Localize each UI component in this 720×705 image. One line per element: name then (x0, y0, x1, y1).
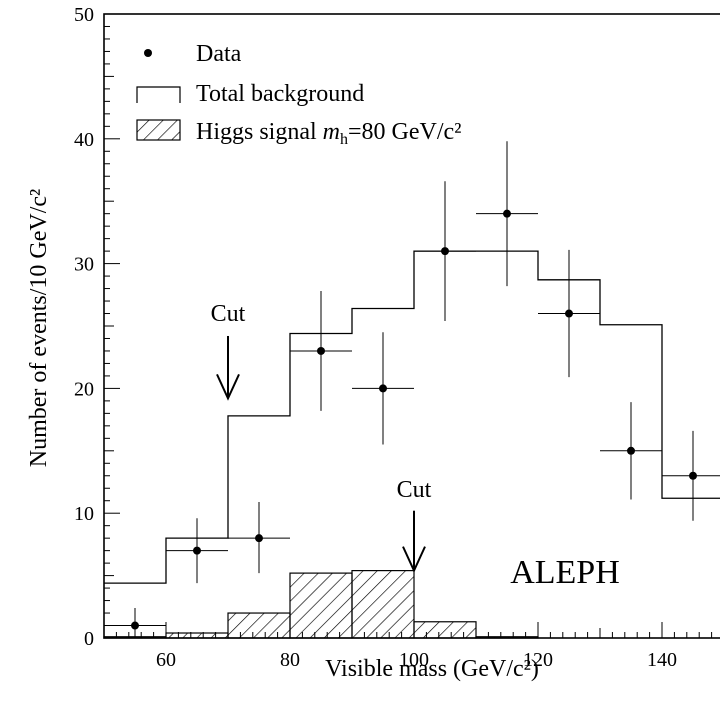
data-point (627, 446, 635, 455)
cut-label: Cut (397, 477, 432, 503)
x-tick-label: 100 (399, 649, 429, 671)
signal-bar (475, 636, 539, 639)
legend-signal-label: Higgs signal mh=80 GeV/c² (196, 119, 461, 148)
signal-bar (227, 612, 291, 639)
background-step-line (104, 250, 720, 584)
y-axis-title: Number of events/10 GeV/c² (26, 189, 52, 467)
signal-bar (351, 570, 415, 639)
y-tick-label: 40 (74, 129, 94, 151)
data-point (689, 471, 697, 480)
legend: Data Total background Higgs signal mh=80… (136, 41, 461, 148)
y-tick-label: 20 (74, 378, 94, 400)
data-point (255, 534, 263, 543)
signal-bar (289, 572, 353, 639)
data-points (104, 141, 720, 637)
plot-frame (103, 13, 720, 639)
legend-background-symbol (136, 86, 181, 103)
cut-label: Cut (211, 301, 246, 327)
y-tick-label: 0 (84, 628, 94, 650)
legend-data-marker (144, 49, 152, 57)
y-tick-label: 50 (74, 4, 94, 26)
cut-arrow-head (216, 373, 240, 401)
data-point (379, 384, 387, 393)
experiment-label: ALEPH (510, 554, 620, 591)
axes: 60 80 100 120 140 0 10 20 30 40 50 (74, 4, 713, 671)
y-tick-label: 30 (74, 254, 94, 276)
legend-signal-symbol (136, 119, 181, 141)
data-point (441, 247, 449, 256)
signal-bar (165, 632, 229, 639)
signal-histogram (103, 570, 539, 639)
y-tick-label: 10 (74, 503, 94, 525)
x-axis-title: Visible mass (GeV/c²) (325, 656, 539, 682)
cut-annotations: Cut Cut (211, 301, 432, 574)
data-point (503, 209, 511, 218)
data-point (131, 621, 139, 630)
legend-data-label: Data (196, 41, 242, 67)
data-point (193, 546, 201, 555)
legend-background-label: Total background (196, 81, 364, 107)
background-histogram (104, 250, 720, 584)
cut-arrow-head (402, 546, 426, 574)
x-tick-label: 140 (647, 649, 677, 671)
data-point (317, 346, 325, 355)
signal-bar (413, 621, 477, 639)
x-tick-label: 120 (523, 649, 553, 671)
data-point (565, 309, 573, 318)
x-tick-label: 80 (280, 649, 300, 671)
x-tick-label: 60 (156, 649, 176, 671)
